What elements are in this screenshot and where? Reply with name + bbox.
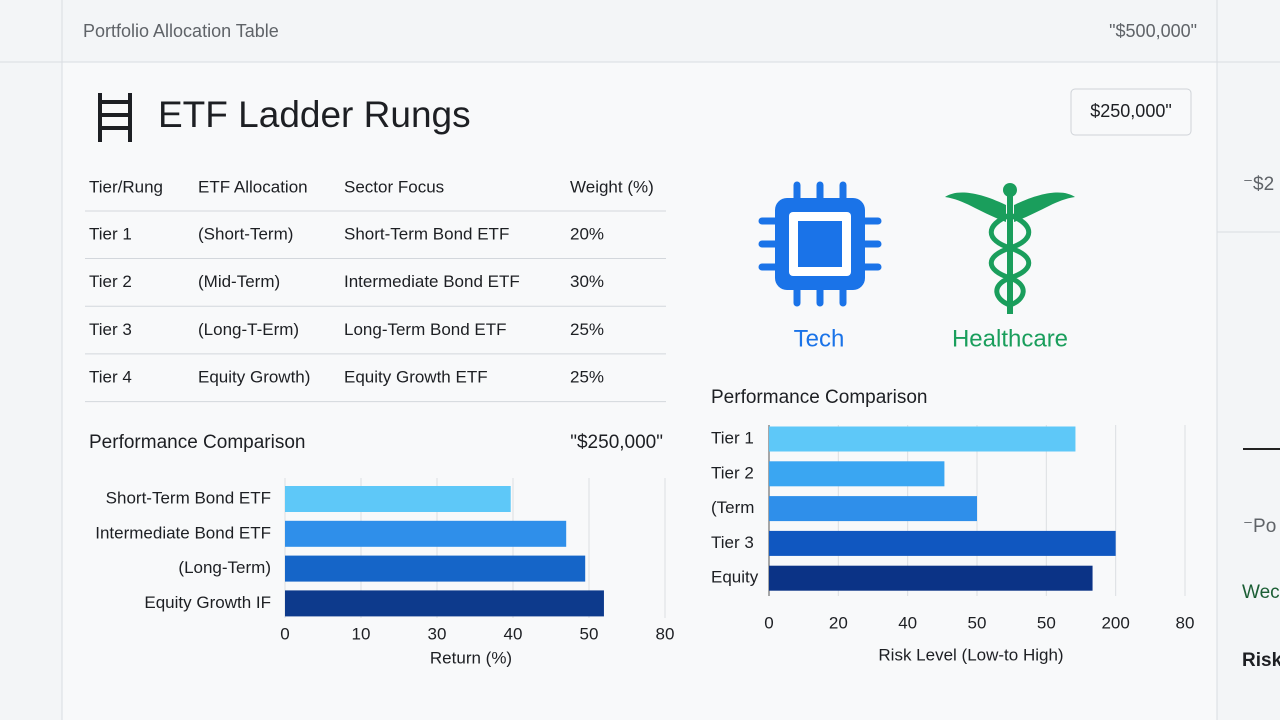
table-header: Sector Focus [344, 177, 444, 196]
chart-annotation: "$250,000" [570, 432, 663, 453]
x-tick-label: 40 [898, 613, 917, 632]
table-cell: Tier 4 [89, 368, 132, 387]
side-amount: ⁻$2 [1243, 174, 1274, 195]
bar [769, 530, 1116, 556]
sector-label: Tech [794, 325, 845, 352]
x-tick-label: 40 [504, 624, 523, 643]
table-cell: Tier 3 [89, 320, 132, 339]
y-tick-label: Equity Growth IF [144, 593, 271, 612]
table-cell: 20% [570, 224, 604, 243]
y-tick-label: (Long-Term) [178, 558, 271, 577]
table-cell: (Short-Term) [198, 224, 293, 243]
header-amount: "$500,000" [1109, 21, 1197, 41]
main-panel [62, 62, 1217, 720]
table-cell: Equity Growth) [198, 368, 310, 387]
y-tick-label: (Term [711, 498, 754, 517]
side-text: Wec [1242, 582, 1280, 603]
table-header: ETF Allocation [198, 177, 308, 196]
y-tick-label: Tier 2 [711, 463, 754, 482]
badge[interactable] [1070, 88, 1192, 136]
table-cell: Short-Term Bond ETF [344, 224, 509, 243]
bar [769, 496, 977, 522]
side-text: ⁻Po [1243, 516, 1276, 537]
y-tick-label: Equity [711, 568, 759, 587]
bar [285, 590, 604, 617]
y-tick-label: Tier 1 [711, 428, 754, 447]
healthcare-icon [945, 183, 1075, 314]
y-tick-label: Short-Term Bond ETF [106, 488, 271, 507]
x-tick-label: 0 [280, 624, 289, 643]
sector-label: Healthcare [952, 325, 1068, 352]
table-cell: 25% [570, 320, 604, 339]
chart-title: Performance Comparison [89, 432, 305, 453]
x-tick-label: 10 [352, 624, 371, 643]
bar [285, 520, 567, 547]
side-text: Risk [1242, 650, 1280, 671]
y-tick-label: Tier 3 [711, 533, 754, 552]
ladder-icon [98, 93, 132, 142]
table-cell: Tier 1 [89, 224, 132, 243]
x-tick-label: 80 [1176, 613, 1195, 632]
table-cell: 25% [570, 368, 604, 387]
bar [285, 486, 511, 512]
table-cell: Equity Growth ETF [344, 368, 488, 387]
badge-text[interactable]: $250,000" [1090, 101, 1171, 121]
x-tick-label: 200 [1101, 613, 1129, 632]
table-cell: Intermediate Bond ETF [344, 272, 520, 291]
table-cell: Tier 2 [89, 272, 132, 291]
x-tick-label: 30 [428, 624, 447, 643]
x-axis-label: Return (%) [430, 648, 512, 667]
table-cell: 30% [570, 272, 604, 291]
header-title: Portfolio Allocation Table [83, 21, 279, 41]
table-cell: (Long-T-Erm) [198, 320, 299, 339]
bar [769, 461, 945, 487]
y-tick-label: Intermediate Bond ETF [95, 523, 271, 542]
x-tick-label: 20 [829, 613, 848, 632]
x-axis-label: Risk Level (Low-to High) [878, 645, 1063, 664]
x-tick-label: 80 [656, 624, 675, 643]
bar [769, 426, 1076, 452]
panel-title: ETF Ladder Rungs [158, 94, 471, 135]
table-header: Tier/Rung [89, 177, 163, 196]
x-tick-label: 50 [968, 613, 987, 632]
table-cell: (Mid-Term) [198, 272, 280, 291]
bar [769, 565, 1093, 591]
x-tick-label: 0 [764, 613, 773, 632]
tech-icon [758, 181, 882, 307]
x-tick-label: 50 [580, 624, 599, 643]
table-header: Weight (%) [570, 177, 654, 196]
x-tick-label: 50 [1037, 613, 1056, 632]
chart-title: Performance Comparison [711, 387, 927, 408]
table-cell: Long-Term Bond ETF [344, 320, 507, 339]
bar [285, 555, 586, 582]
